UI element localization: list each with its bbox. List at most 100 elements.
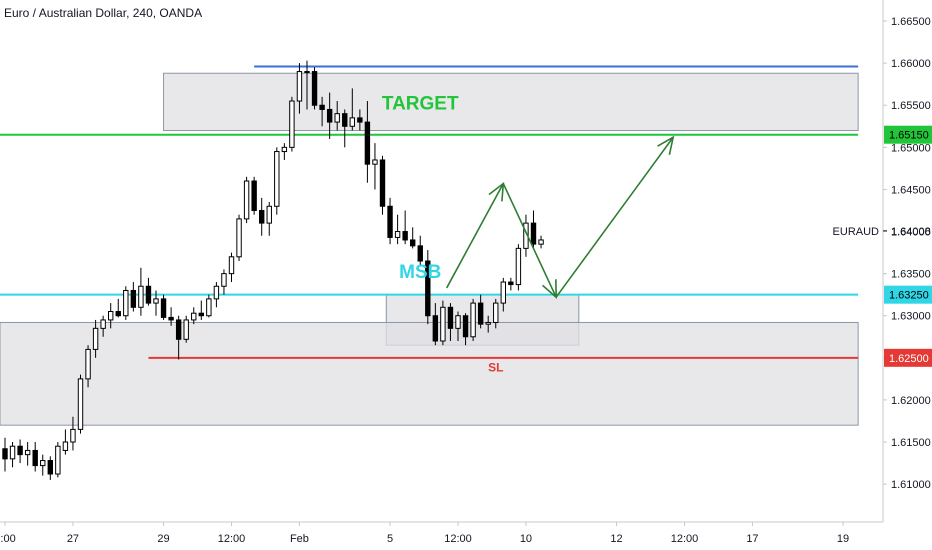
candle-up <box>221 273 227 287</box>
candle-up <box>440 306 446 342</box>
x-tick-label: 27 <box>67 533 79 545</box>
zones-layer <box>0 72 859 426</box>
candle-up <box>77 378 84 430</box>
candle-down <box>319 104 325 110</box>
candle-up <box>515 247 522 286</box>
candle-down <box>342 113 348 127</box>
candle-up <box>236 218 242 258</box>
price-label-text: 1.65150 <box>889 130 929 142</box>
candle-down <box>387 205 393 238</box>
annotations-layer: TARGET MSB SL <box>382 93 504 374</box>
candle-down <box>508 281 514 286</box>
y-tick-label: 1.63000 <box>891 311 931 323</box>
candle-down <box>432 315 439 342</box>
candle-down <box>402 231 408 241</box>
candle-down <box>530 222 537 245</box>
arrow-segment <box>502 183 557 298</box>
candle-down <box>364 121 371 165</box>
candle-up <box>138 285 144 308</box>
candle-up <box>296 71 303 102</box>
candle-down <box>326 108 333 123</box>
candle-up <box>153 298 159 304</box>
candle-up <box>55 445 61 475</box>
annotation-target: TARGET <box>382 93 459 114</box>
candle-down <box>17 445 23 456</box>
x-tick-label: 12:00 <box>671 533 699 545</box>
price-label-text: 1.63250 <box>889 290 929 302</box>
candle-up <box>304 71 310 74</box>
time-axis[interactable]: 2:00 27 29 12:00 Feb 5 12:00 10 12 12:00 17 19 <box>0 522 849 545</box>
current-price-label: 1.64008 <box>891 226 931 238</box>
y-tick-label: 1.65000 <box>891 142 931 154</box>
y-tick-label: 1.66000 <box>891 58 931 70</box>
candle-up <box>289 100 295 148</box>
x-tick-label: 5 <box>387 533 393 545</box>
symbol-label: EURAUD <box>833 226 880 238</box>
candles-layer <box>2 60 544 480</box>
arrow-head <box>657 135 675 156</box>
candle-down <box>160 298 167 318</box>
y-tick-label: 1.62000 <box>891 395 931 407</box>
candle-up <box>92 327 99 350</box>
x-tick-label: 2:00 <box>0 533 16 545</box>
candle-down <box>198 312 205 317</box>
candle-up <box>228 256 235 275</box>
arrow-segment <box>445 183 505 289</box>
annotation-sl: SL <box>488 360 503 374</box>
candle-up <box>191 312 197 321</box>
candle-up <box>206 298 212 317</box>
candle-down <box>47 460 53 475</box>
candle-up <box>85 348 91 380</box>
candle-up <box>70 428 76 443</box>
y-tick-label: 1.64500 <box>891 184 931 196</box>
candle-up <box>243 180 250 220</box>
candle-down <box>477 302 484 325</box>
candle-down <box>32 449 38 467</box>
price-label-box <box>884 125 932 144</box>
y-tick-label: 1.61500 <box>891 437 931 449</box>
price-label-text: 1.62500 <box>889 353 929 365</box>
candle-down <box>175 319 182 340</box>
candle-down <box>168 316 174 321</box>
chart-title: Euro / Australian Dollar, 240, OANDA <box>4 6 202 20</box>
x-tick-label: 19 <box>837 533 849 545</box>
candle-down <box>259 209 265 224</box>
candle-up <box>40 460 46 467</box>
candle-up <box>372 159 378 165</box>
x-tick-label: 12:00 <box>218 533 246 545</box>
candle-up <box>24 449 31 456</box>
candle-down <box>130 289 137 308</box>
price-labels: 1.65150 1.63250 1.62500 1.64008 <box>883 125 932 367</box>
y-tick-label: 1.66500 <box>891 16 931 28</box>
candle-up <box>108 311 114 321</box>
candle-down <box>462 315 469 338</box>
arrow-segment <box>555 136 674 298</box>
projection-arrows <box>445 135 675 299</box>
price-label-box <box>884 348 932 367</box>
candle-down <box>311 71 318 106</box>
candle-up <box>213 285 220 300</box>
candle-down <box>379 159 386 207</box>
candle-up <box>485 321 491 325</box>
x-tick-label: 29 <box>157 533 169 545</box>
candle-up <box>266 205 272 224</box>
candle-down <box>410 239 416 247</box>
candle-down <box>425 260 431 317</box>
candle-down <box>2 448 8 460</box>
candle-up <box>274 151 280 207</box>
candle-down <box>447 306 454 329</box>
y-tick-label: 1.61000 <box>891 479 931 491</box>
y-tick-label: 1.63500 <box>891 269 931 281</box>
candle-up <box>470 302 476 338</box>
x-tick-label: 17 <box>746 533 758 545</box>
candle-up <box>493 302 499 323</box>
candle-up <box>281 146 288 153</box>
candle-up <box>334 113 340 123</box>
candle-down <box>115 311 121 317</box>
y-tick-label: 1.65500 <box>891 100 931 112</box>
candle-up <box>9 445 16 460</box>
candle-up <box>100 319 106 329</box>
price-label-box <box>884 285 932 304</box>
x-tick-label: 12 <box>610 533 622 545</box>
